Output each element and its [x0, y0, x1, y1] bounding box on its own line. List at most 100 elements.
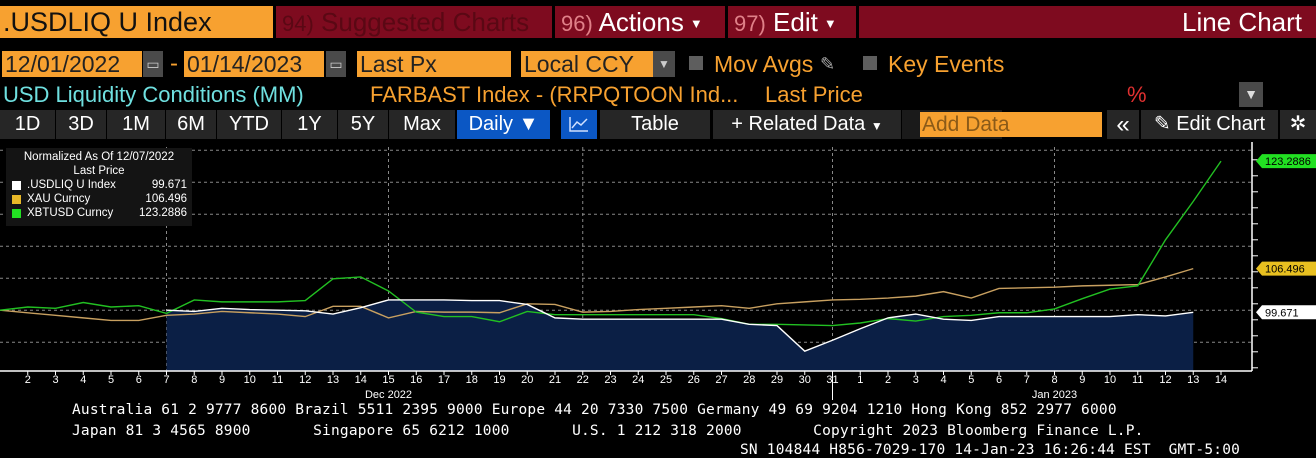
x-tick-label: 2	[885, 374, 891, 386]
series-line	[0, 160, 1222, 327]
period-3d-button[interactable]: 3D	[56, 110, 106, 139]
legend-name: XBTUSD Curncy	[27, 207, 114, 219]
line-chart-icon[interactable]	[561, 110, 597, 139]
x-tick-label: 12	[299, 374, 311, 386]
x-tick-label: 12	[1159, 374, 1171, 386]
period-1d-button[interactable]: 1D	[0, 110, 55, 139]
period-5y-button[interactable]: 5Y	[338, 110, 388, 139]
series-line	[166, 299, 1194, 352]
caret-down-icon: ▼	[689, 16, 703, 32]
x-tick-label: 20	[521, 374, 533, 386]
x-month-label: Jan 2023	[1032, 389, 1077, 400]
legend-name: XAU Curncy	[27, 193, 91, 205]
x-tick-label: 19	[493, 374, 505, 386]
last-value-tag	[1256, 261, 1316, 276]
legend-value: 106.496	[145, 193, 187, 205]
x-tick-label: 9	[219, 374, 225, 386]
menu-number: 96)	[561, 11, 593, 36]
x-tick-label: 24	[632, 374, 644, 386]
last-value-label: 123.2886	[1265, 156, 1311, 168]
settings-gear-icon[interactable]: ✲	[1280, 110, 1316, 139]
pencil-icon[interactable]: ✎	[820, 54, 836, 74]
period-max-button[interactable]: Max	[389, 110, 455, 139]
x-tick-label: 11	[1132, 374, 1143, 386]
related-data-dropdown[interactable]: + Related Data ▼	[713, 110, 901, 139]
caret-down-icon: ▼	[823, 16, 837, 32]
related-data-label: + Related Data	[731, 113, 866, 135]
legend-subtitle: Last Price	[73, 165, 125, 177]
footer-contacts-line2: Japan 81 3 4565 8900 Singapore 65 6212 1…	[72, 423, 1144, 439]
collapse-header-icon[interactable]: ▼	[1239, 82, 1263, 107]
x-tick-label: 30	[799, 374, 811, 386]
x-tick-label: 1	[857, 374, 863, 386]
x-tick-label: 4	[80, 374, 86, 386]
collapse-left-icon[interactable]: «	[1107, 110, 1139, 139]
mov-avgs-checkbox[interactable]	[689, 56, 703, 70]
legend-value: 99.671	[151, 179, 187, 191]
legend-item: XBTUSD Curncy 123.2886	[6, 206, 192, 220]
calendar-icon[interactable]: ▭	[326, 51, 346, 77]
legend-item: XAU Curncy 106.496	[6, 192, 192, 206]
x-tick-label: 22	[577, 374, 589, 386]
x-tick-label: 5	[968, 374, 974, 386]
menu-number: 94)	[282, 11, 314, 36]
x-tick-label: 16	[410, 374, 422, 386]
legend-item: .USDLIQ U Index 99.671	[6, 178, 192, 192]
x-month-label: Dec 2022	[365, 389, 412, 400]
x-tick-label: 21	[549, 374, 561, 386]
date-separator: -	[170, 50, 178, 77]
x-tick-label: 25	[660, 374, 672, 386]
last-value-tag	[1256, 305, 1316, 320]
legend-swatch	[12, 180, 21, 190]
table-view-button[interactable]: Table	[600, 110, 710, 139]
dropdown-arrow-icon[interactable]: ▼	[653, 51, 675, 77]
formula-description: FARBAST Index - (RRPQTOON Ind...	[370, 82, 739, 107]
currency-select[interactable]: Local CCY	[521, 51, 653, 77]
actions-label: Actions	[598, 7, 684, 37]
x-tick-label: 2	[25, 374, 31, 386]
x-tick-label: 14	[1215, 374, 1227, 386]
x-tick-label: 28	[743, 374, 755, 386]
mov-avgs-label: Mov Avgs	[714, 51, 814, 77]
period-1m-button[interactable]: 1M	[107, 110, 165, 139]
x-tick-label: 8	[1051, 374, 1057, 386]
calendar-icon[interactable]: ▭	[143, 51, 163, 77]
line-chart: 2 3 4 5 6 7 8 9 10 11 12 13 14 15 16 17 18 19 20 21 22 23 24 25…	[0, 142, 1316, 400]
x-tick-label: 13	[327, 374, 339, 386]
edit-chart-button[interactable]: ✎ Edit Chart	[1141, 110, 1278, 139]
x-tick-label: 15	[382, 374, 394, 386]
percent-toggle[interactable]: %	[1127, 82, 1147, 107]
x-tick-label: 6	[996, 374, 1002, 386]
edit-menu-button[interactable]: 97) Edit ▼	[728, 6, 856, 38]
period-ytd-button[interactable]: YTD	[217, 110, 281, 139]
end-date-input[interactable]: 01/14/2023	[184, 51, 324, 77]
price-field-select[interactable]: Last Px	[357, 51, 511, 77]
key-events-checkbox[interactable]	[863, 56, 877, 70]
caret-down-icon: ▼	[870, 119, 883, 133]
legend-swatch	[12, 194, 21, 204]
period-6m-button[interactable]: 6M	[166, 110, 216, 139]
x-tick-label: 17	[438, 374, 450, 386]
start-date-input[interactable]: 12/01/2022	[2, 51, 142, 77]
x-tick-label: 26	[688, 374, 700, 386]
x-tick-label: 10	[244, 374, 256, 386]
add-data-input[interactable]: Add Data	[920, 112, 1102, 137]
edit-label: Edit	[773, 7, 818, 37]
suggested-charts-button[interactable]: 94) Suggested Charts	[276, 6, 552, 38]
chart-type-title: Line Chart	[859, 6, 1316, 38]
period-1y-button[interactable]: 1Y	[282, 110, 337, 139]
x-tick-label: 13	[1187, 374, 1199, 386]
ticker-field[interactable]: .USDLIQ U Index	[0, 6, 273, 38]
suggested-charts-label: Suggested Charts	[321, 7, 530, 37]
actions-menu-button[interactable]: 96) Actions ▼	[555, 6, 725, 38]
x-tick-label: 18	[466, 374, 478, 386]
x-tick-label: 7	[163, 374, 169, 386]
security-description: USD Liquidity Conditions (MM)	[3, 82, 304, 107]
x-tick-label: 11	[272, 374, 283, 386]
legend-name: .USDLIQ U Index	[27, 179, 116, 191]
x-tick-label: 5	[108, 374, 114, 386]
x-tick-label: 3	[913, 374, 919, 386]
x-tick-label: 8	[191, 374, 197, 386]
pencil-icon: ✎	[1153, 113, 1171, 135]
frequency-dropdown[interactable]: Daily ▼	[457, 110, 550, 139]
